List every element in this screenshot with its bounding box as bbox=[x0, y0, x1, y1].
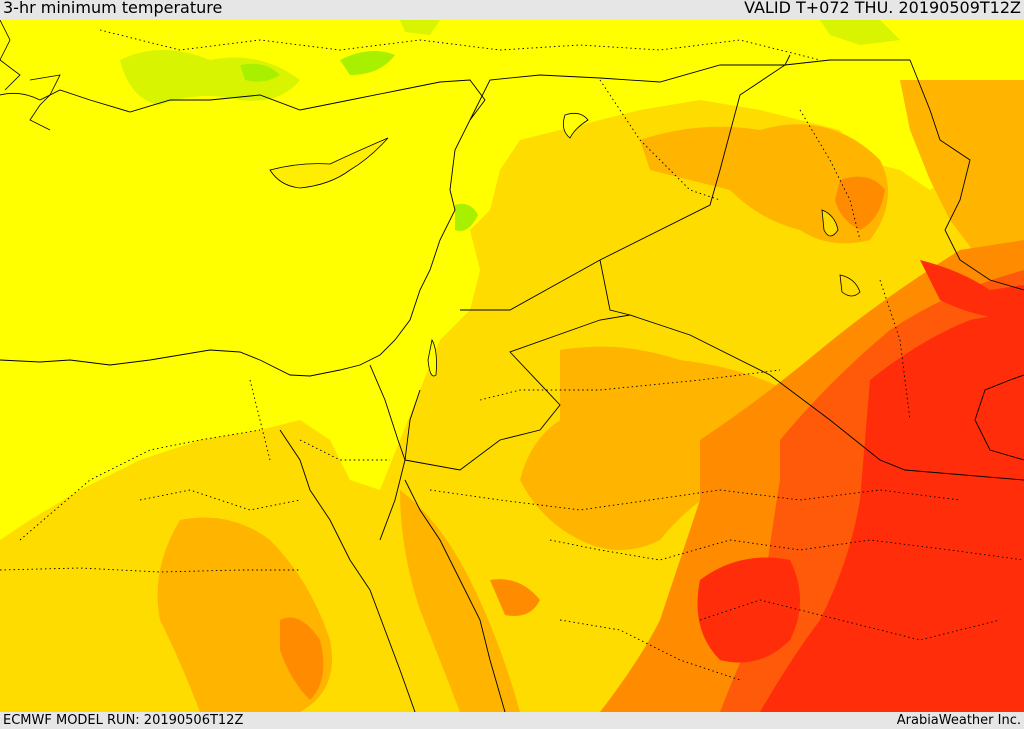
dark-orange-egypt bbox=[280, 617, 324, 700]
map-footer: ECMWF MODEL RUN: 20190506T12Z ArabiaWeat… bbox=[0, 712, 1024, 729]
lake-tharthar bbox=[821, 209, 839, 237]
green-patch-turkey-3 bbox=[340, 51, 395, 75]
mediterranean-sea bbox=[0, 75, 470, 376]
map-header: 3-hr minimum temperature VALID T+072 THU… bbox=[0, 0, 1024, 20]
border-iraq-iran bbox=[909, 59, 1024, 291]
temperature-map[interactable] bbox=[0, 20, 1024, 712]
lake-habbaniyah bbox=[839, 274, 861, 297]
dark-orange-sinai bbox=[490, 579, 540, 616]
valid-time: VALID T+072 THU. 20190509T12Z bbox=[744, 0, 1021, 17]
green-patch-nw bbox=[400, 20, 440, 35]
orange-zone-red-sea-coast bbox=[400, 490, 520, 712]
red-zone-3 bbox=[920, 260, 1024, 320]
dark-orange-iraq bbox=[835, 176, 885, 230]
dead-sea bbox=[427, 338, 437, 377]
coastline-mediterranean bbox=[0, 79, 486, 377]
border-syria-iraq bbox=[460, 54, 791, 311]
orange-zone-central bbox=[520, 346, 805, 550]
map-canvas bbox=[0, 20, 1024, 712]
cyprus bbox=[269, 137, 389, 189]
coastline-gulf-of-suez bbox=[279, 429, 416, 712]
aegean-coast bbox=[0, 20, 61, 131]
orange-zone-iran bbox=[900, 80, 1024, 260]
border-egypt-israel bbox=[369, 364, 406, 461]
border-turkey-syria bbox=[469, 59, 910, 121]
credit-text: ArabiaWeather Inc. bbox=[896, 713, 1021, 728]
coastline-saudi-red-sea bbox=[404, 479, 506, 712]
green-patch-turkey bbox=[120, 50, 300, 105]
province-borders bbox=[0, 29, 1024, 681]
coastline-persian-gulf bbox=[974, 374, 1024, 461]
green-patch-ne bbox=[820, 20, 900, 45]
lake-assad bbox=[562, 112, 589, 139]
green-patch-lebanon bbox=[455, 203, 478, 231]
red-zone-2 bbox=[697, 557, 800, 663]
map-title: 3-hr minimum temperature bbox=[3, 0, 223, 17]
border-jordan-iraq bbox=[599, 259, 631, 316]
red-zone bbox=[760, 310, 1024, 712]
model-run: ECMWF MODEL RUN: 20190506T12Z bbox=[3, 713, 244, 728]
border-jordan-saudi bbox=[404, 314, 1024, 481]
green-patch-turkey-2 bbox=[240, 63, 280, 82]
